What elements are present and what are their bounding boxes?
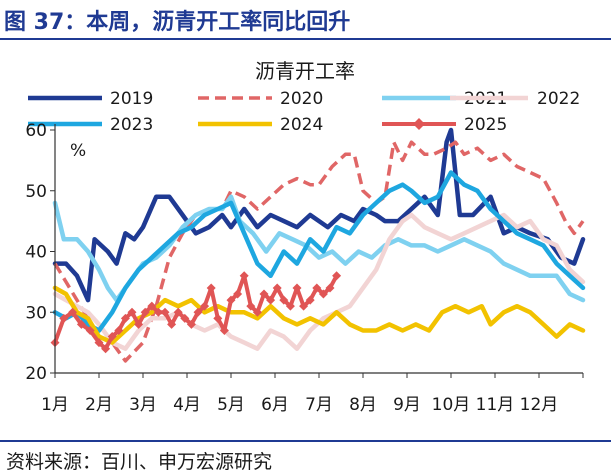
series-marker-2025 (332, 271, 342, 281)
series-marker-2025 (279, 295, 289, 305)
series-marker-2025 (312, 283, 322, 293)
y-tick-label: 60 (25, 121, 47, 141)
figure-header: 图 37：本周，沥青开工率同比回升 (0, 0, 611, 40)
series-marker-2025 (305, 295, 315, 305)
legend-label-2023: 2023 (110, 115, 153, 135)
series-marker-2025 (246, 301, 256, 311)
series-marker-2025 (173, 307, 183, 317)
series-marker-2025 (252, 307, 262, 317)
y-tick-label: 40 (25, 243, 47, 263)
x-tick-label: 6月 (261, 395, 289, 415)
x-tick-label: 8月 (349, 395, 377, 415)
series-line-2020 (53, 140, 585, 363)
chart-legend: 2019202020212022202320242025 (28, 89, 580, 135)
legend-marker-2025 (413, 118, 425, 130)
series-marker-2025 (226, 295, 236, 305)
series-marker-2025 (266, 295, 276, 305)
series-marker-2025 (147, 301, 157, 311)
x-tick-label: 11月 (476, 395, 515, 415)
axes-layer: 20 30 40 50 60 1月 2月 3月 4月 5月 6月 7月 8月 9月 10月 11月 12月 (25, 121, 584, 415)
series-marker-2025 (272, 283, 282, 293)
source-note: 资料来源：百川、申万宏源研究 (6, 451, 273, 473)
x-tick-label: 7月 (305, 395, 333, 415)
series-marker-2025 (200, 301, 210, 311)
series-marker-2025 (107, 332, 117, 342)
series-marker-2025 (299, 301, 309, 311)
series-marker-2025 (193, 307, 203, 317)
legend-label-2022: 2022 (537, 89, 580, 109)
x-tick-label: 10月 (432, 395, 471, 415)
series-marker-2025 (120, 313, 130, 323)
series-marker-2025 (114, 325, 124, 335)
y-tick-label: 50 (25, 182, 47, 202)
chart-title: 沥青开工率 (255, 59, 355, 83)
series-marker-2025 (233, 289, 243, 299)
line-chart: 沥青开工率 2019202020212022202320242025 20304… (25, 59, 586, 415)
series-marker-2025 (186, 319, 196, 329)
x-tick-label: 1月 (41, 395, 69, 415)
legend-label-2025: 2025 (464, 115, 507, 135)
y-tick-label: 20 (25, 364, 47, 384)
x-tick-label: 4月 (173, 395, 201, 415)
x-tick-label: 12月 (520, 395, 559, 415)
series-marker-2025 (59, 313, 69, 323)
series-marker-2025 (206, 283, 216, 293)
figure-footer: 资料来源：百川、申万宏源研究 (0, 440, 611, 475)
series-marker-2025 (127, 307, 137, 317)
series-line-2022 (52, 212, 586, 351)
series-marker-2025 (259, 289, 269, 299)
figure-title: 图 37：本周，沥青开工率同比回升 (4, 10, 351, 35)
series-marker-2025 (85, 325, 95, 335)
legend-label-2020: 2020 (280, 89, 323, 109)
series-marker-2025 (68, 307, 78, 317)
series-marker-2025 (239, 271, 249, 281)
x-tick-label: 3月 (129, 395, 157, 415)
x-tick-label: 5月 (217, 395, 245, 415)
series-line-2023 (52, 170, 586, 333)
series-marker-2025 (153, 307, 163, 317)
legend-label-2019: 2019 (110, 89, 153, 109)
series-marker-2025 (140, 307, 150, 317)
series-marker-2025 (167, 319, 177, 329)
series-marker-2025 (219, 325, 229, 335)
series-marker-2025 (134, 319, 144, 329)
series-marker-2025 (325, 283, 335, 293)
series-marker-2025 (318, 289, 328, 299)
x-tick-label: 9月 (393, 395, 421, 415)
x-tick-label: 2月 (85, 395, 113, 415)
series-marker-2025 (285, 301, 295, 311)
series-marker-2025 (101, 344, 111, 354)
series-marker-2025 (160, 307, 170, 317)
series-marker-2025 (180, 313, 190, 323)
series-marker-2025 (292, 283, 302, 293)
series-marker-2025 (76, 319, 86, 329)
y-tick-label: 30 (25, 303, 47, 323)
series-marker-2025 (213, 313, 223, 323)
y-axis-unit-label: % (70, 141, 86, 161)
legend-label-2024: 2024 (280, 115, 323, 135)
series-marker-2025 (94, 338, 104, 348)
series-layer (50, 127, 586, 363)
